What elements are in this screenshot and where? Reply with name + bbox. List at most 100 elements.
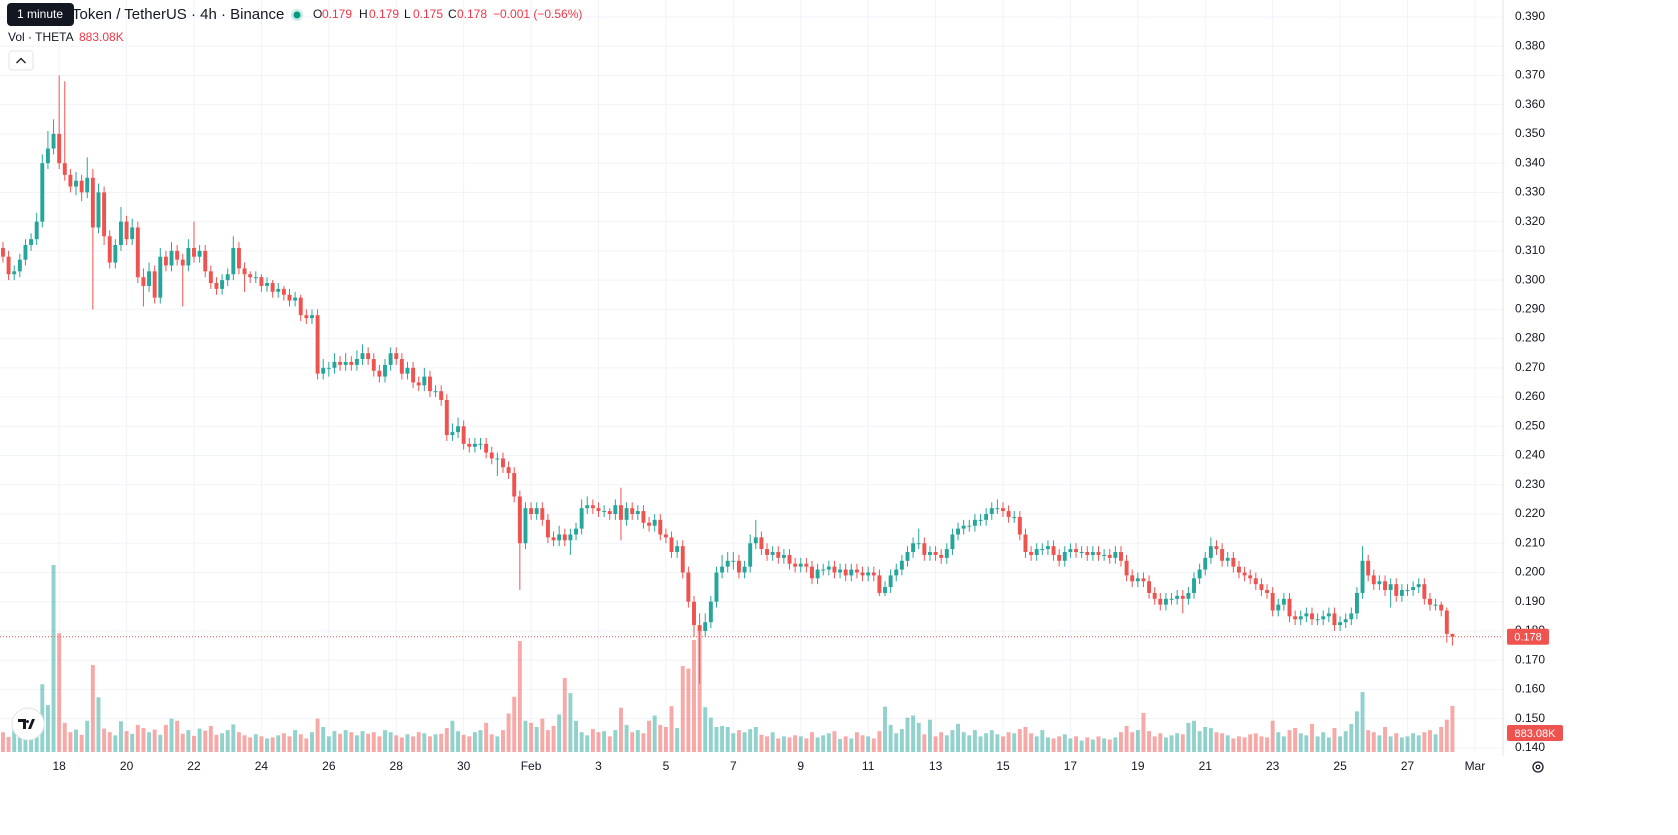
candle-body	[776, 552, 781, 558]
candle-body	[1096, 552, 1101, 555]
candle-body	[708, 601, 713, 623]
volume-bar	[849, 738, 854, 752]
volume-bar	[1006, 732, 1011, 752]
volume-bar	[748, 729, 753, 752]
volume-bar	[141, 728, 146, 752]
volume-bar	[1354, 711, 1359, 752]
candle-body	[1343, 619, 1348, 623]
candle-body	[118, 221, 123, 246]
volume-bar	[972, 730, 977, 752]
candle-body	[304, 315, 309, 319]
candle-body	[703, 622, 708, 631]
y-tick-label: 0.330	[1515, 185, 1545, 199]
candle-body	[1405, 590, 1410, 592]
volume-bar	[332, 731, 337, 752]
volume-bar	[501, 730, 505, 752]
candle-body	[877, 575, 882, 593]
candle-body	[68, 174, 73, 187]
candle-body	[411, 367, 416, 383]
volume-bar	[12, 730, 17, 752]
candle-body	[1135, 578, 1140, 582]
volume-bar	[742, 732, 747, 752]
volume-bar	[765, 736, 770, 752]
candle-body	[1192, 578, 1196, 593]
volume-bar	[1281, 736, 1286, 752]
candle-body	[366, 353, 371, 360]
candle-body	[883, 587, 887, 593]
y-tick-label: 0.340	[1515, 155, 1545, 169]
candle-body	[1102, 554, 1107, 556]
settings-icon-center	[1535, 764, 1541, 770]
volume-bar	[118, 721, 123, 752]
candle-body	[1236, 566, 1241, 573]
volume-bar	[602, 731, 607, 752]
volume-bar	[281, 733, 286, 752]
volume-bar	[596, 732, 601, 752]
candle-body	[1293, 616, 1298, 620]
candle-body	[675, 546, 680, 553]
candle-body	[832, 566, 837, 573]
candle-body	[57, 133, 62, 164]
candle-body	[984, 514, 989, 520]
candle-body	[197, 250, 202, 257]
candle-body	[624, 508, 629, 520]
volume-bar	[731, 733, 736, 752]
candle-body	[501, 458, 505, 468]
volume-bar	[444, 728, 449, 752]
candle-body	[276, 288, 281, 292]
settings-icon[interactable]	[1532, 761, 1544, 773]
volume-bar	[62, 722, 67, 752]
candle-body	[810, 566, 814, 579]
volume-bar	[517, 641, 522, 752]
logo-badge[interactable]	[11, 707, 45, 741]
candle-body	[647, 522, 652, 526]
candle-body	[1040, 549, 1045, 551]
candle-body	[495, 458, 500, 460]
volume-bar	[68, 732, 73, 752]
candle-body	[124, 221, 129, 240]
candle-body	[1427, 598, 1432, 605]
volume-bar	[506, 713, 511, 752]
volume-bar	[635, 730, 640, 752]
volume-bar	[220, 733, 225, 752]
candle-body	[911, 543, 916, 553]
volume-bar	[956, 723, 961, 752]
volume-bar	[450, 720, 455, 752]
volume-bar	[259, 736, 264, 752]
volume-bar	[905, 717, 910, 752]
volume-bar	[888, 724, 893, 752]
candle-body	[96, 192, 101, 228]
candle-body	[894, 569, 899, 576]
candle-body	[1349, 613, 1354, 620]
volume-bar	[310, 732, 314, 752]
candle-body	[220, 280, 225, 289]
candle-body	[736, 560, 741, 573]
candle-body	[663, 534, 668, 538]
volume-bar	[950, 730, 955, 752]
volume-bar	[708, 717, 713, 752]
volume-bar	[1259, 736, 1264, 752]
grid	[0, 0, 1503, 752]
candle-body	[720, 566, 725, 573]
candle-body	[1377, 581, 1382, 585]
volume-bar	[815, 737, 820, 752]
candle-body	[141, 277, 146, 286]
collapse-button[interactable]	[8, 50, 34, 71]
candle-body	[1057, 554, 1062, 561]
candle-body	[74, 180, 78, 187]
volume-bar	[1102, 738, 1107, 752]
volume-bar	[135, 724, 140, 752]
candle-body	[1074, 549, 1078, 553]
candle-body	[259, 277, 264, 286]
y-tick-label: 0.350	[1515, 126, 1545, 140]
candle-body	[770, 552, 775, 555]
x-tick-label: 17	[1064, 759, 1078, 773]
candle-body	[1338, 622, 1343, 626]
volume-bar	[1444, 719, 1449, 752]
volume-bar	[641, 733, 646, 752]
volume-bar	[371, 732, 376, 752]
volume-bar	[787, 737, 792, 752]
volume-bar	[1163, 737, 1168, 752]
candle-body	[79, 180, 84, 193]
